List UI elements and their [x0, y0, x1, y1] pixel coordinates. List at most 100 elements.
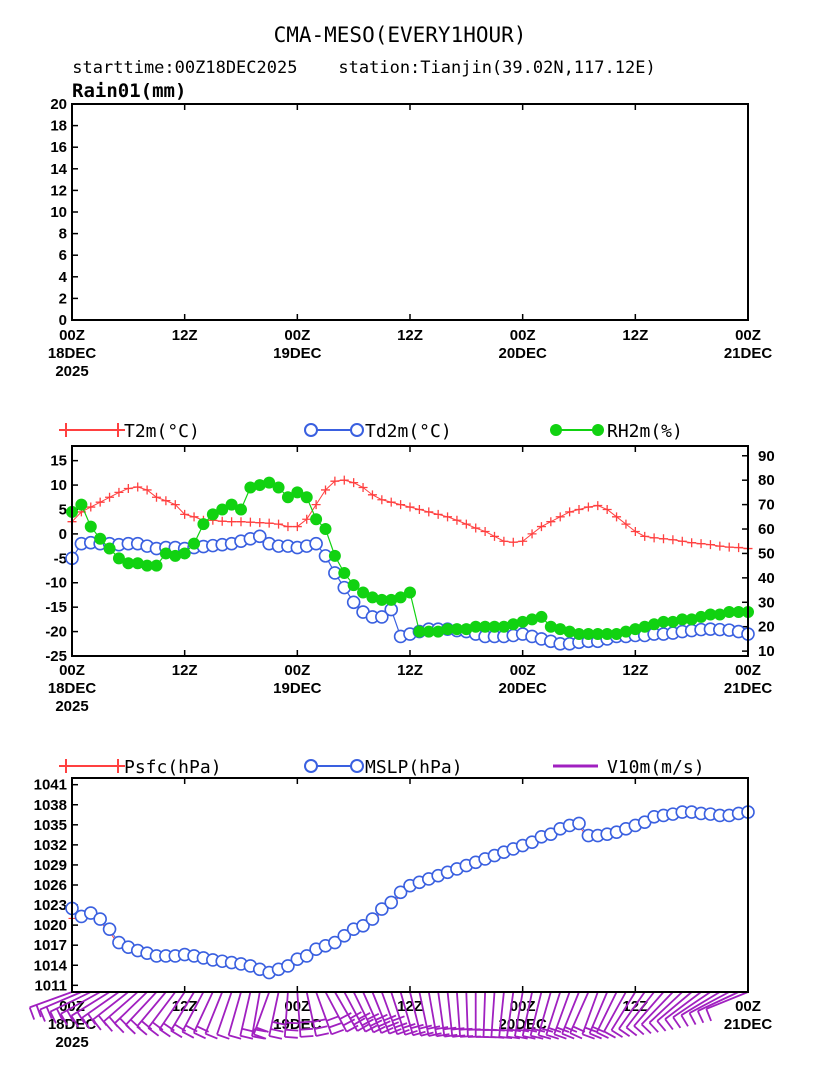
- pressure-plot-frame: [71, 777, 749, 993]
- rh2m-point: [685, 613, 698, 626]
- wind-barb: [680, 991, 721, 1027]
- y-tick-label: 1023: [34, 897, 67, 914]
- y-tick-label: 0: [59, 312, 67, 329]
- rh2m-point: [159, 547, 172, 560]
- x-tick-label: 00Z: [735, 998, 761, 1015]
- rh2m-point: [319, 523, 332, 536]
- wind-barb: [545, 991, 562, 1040]
- t2m-point: [687, 538, 697, 548]
- rh2m-point: [516, 615, 529, 628]
- t2m-point: [593, 501, 603, 511]
- t2m-point: [264, 518, 274, 528]
- t2m-point: [217, 516, 227, 526]
- wind-barb: [136, 991, 167, 1036]
- legend-td2m-marker-right: [350, 423, 364, 437]
- wind-barb: [696, 991, 739, 1024]
- y2-tick-label: 90: [758, 448, 775, 465]
- rh2m-point: [657, 615, 670, 628]
- y-tick-label: 14: [50, 161, 67, 178]
- legend-rh2m-marker-right: [592, 424, 604, 436]
- y-tick-label: 16: [50, 139, 67, 156]
- t2m-point: [133, 482, 143, 492]
- rh2m-point: [704, 608, 717, 621]
- t2m-point: [95, 497, 105, 507]
- mslp-point: [102, 922, 117, 936]
- y2-tick-label: 80: [758, 472, 775, 489]
- t2m-point: [555, 512, 565, 522]
- x-tick-label: 12Z: [397, 998, 423, 1015]
- rh2m-point: [629, 623, 642, 636]
- y2-tick-label: 60: [758, 521, 775, 538]
- t2m-point: [565, 507, 575, 517]
- rh2m-point: [563, 625, 576, 638]
- t2m-point: [86, 502, 96, 512]
- x-tick-label: 19DEC: [273, 680, 322, 697]
- rh2m-point: [732, 606, 745, 619]
- mslp-point: [572, 816, 586, 831]
- wind-barb: [633, 991, 665, 1036]
- rh2m-point: [460, 623, 473, 636]
- pressure-panel: Psfc(hPa) MSLP(hPa) V10m(m/s) 1011 1014 10…: [28, 757, 772, 1051]
- t2m-point: [302, 514, 312, 524]
- t2m-point: [292, 522, 302, 532]
- y2-tick-label: 40: [758, 570, 775, 587]
- t2m-point: [396, 500, 406, 510]
- rh2m-point: [422, 625, 435, 638]
- t2m-point: [123, 483, 133, 493]
- legend-t2m-label: T2m(°C): [124, 421, 200, 442]
- rh2m-point: [150, 559, 163, 572]
- legend-t2m: T2m(°C): [59, 421, 200, 442]
- wind-barb: [672, 991, 711, 1029]
- wind-barb: [688, 991, 730, 1026]
- rh2m-point: [169, 549, 182, 562]
- t2m-point: [527, 529, 537, 539]
- rh2m-point: [291, 486, 304, 499]
- mslp-point: [375, 902, 389, 916]
- td2m-point: [309, 536, 323, 551]
- t2m-point: [433, 509, 443, 519]
- rh2m-point: [488, 620, 501, 633]
- x-tick-label: 00Z: [510, 998, 536, 1015]
- wind-barb: [664, 991, 702, 1031]
- rh2m-point: [432, 625, 445, 638]
- t2m-point: [142, 485, 152, 495]
- legend-td2m-label: Td2m(°C): [365, 421, 452, 442]
- t2m-point: [367, 490, 377, 500]
- wind-barb: [648, 991, 683, 1033]
- rh2m-point: [450, 623, 463, 636]
- rh2m-point: [253, 479, 266, 492]
- t2m-point: [170, 500, 180, 510]
- y-tick-label: 1011: [34, 977, 67, 994]
- rh2m-point: [328, 549, 341, 562]
- wind-barb: [268, 991, 286, 1040]
- t2m-point: [274, 519, 284, 529]
- y-tick-label: 20: [50, 96, 67, 113]
- t2m-point: [612, 512, 622, 522]
- t2m-point: [705, 540, 715, 550]
- y-tick-label: 1029: [34, 857, 67, 874]
- legend-rh2m-label: RH2m(%): [607, 421, 683, 442]
- x-tick-label: 12Z: [397, 662, 423, 679]
- t2m-point: [574, 504, 584, 514]
- t2m-point: [536, 522, 546, 532]
- legend-mslp-marker-right: [350, 759, 364, 773]
- x-tick-label: 00Z: [284, 662, 310, 679]
- x-tick-label: 00Z: [735, 662, 761, 679]
- wind-barb: [427, 991, 450, 1038]
- rh2m-point: [366, 591, 379, 604]
- y2-tick-label: 20: [758, 619, 775, 636]
- y-tick-label: 1041: [34, 777, 67, 794]
- t2m-point: [330, 476, 340, 486]
- x-tick-label: 00Z: [284, 327, 310, 344]
- t2m-point: [321, 485, 330, 495]
- t2m-point: [677, 536, 687, 546]
- t2m-point: [499, 536, 509, 546]
- rh2m-point: [94, 532, 107, 545]
- legend-psfc-label: Psfc(hPa): [124, 757, 222, 778]
- y-tick-label: -25: [45, 648, 67, 665]
- td2m-point: [252, 529, 267, 544]
- x-tick-label: 12Z: [172, 662, 198, 679]
- x-tick-label: 18DEC: [48, 345, 97, 362]
- t2m-point: [311, 500, 321, 510]
